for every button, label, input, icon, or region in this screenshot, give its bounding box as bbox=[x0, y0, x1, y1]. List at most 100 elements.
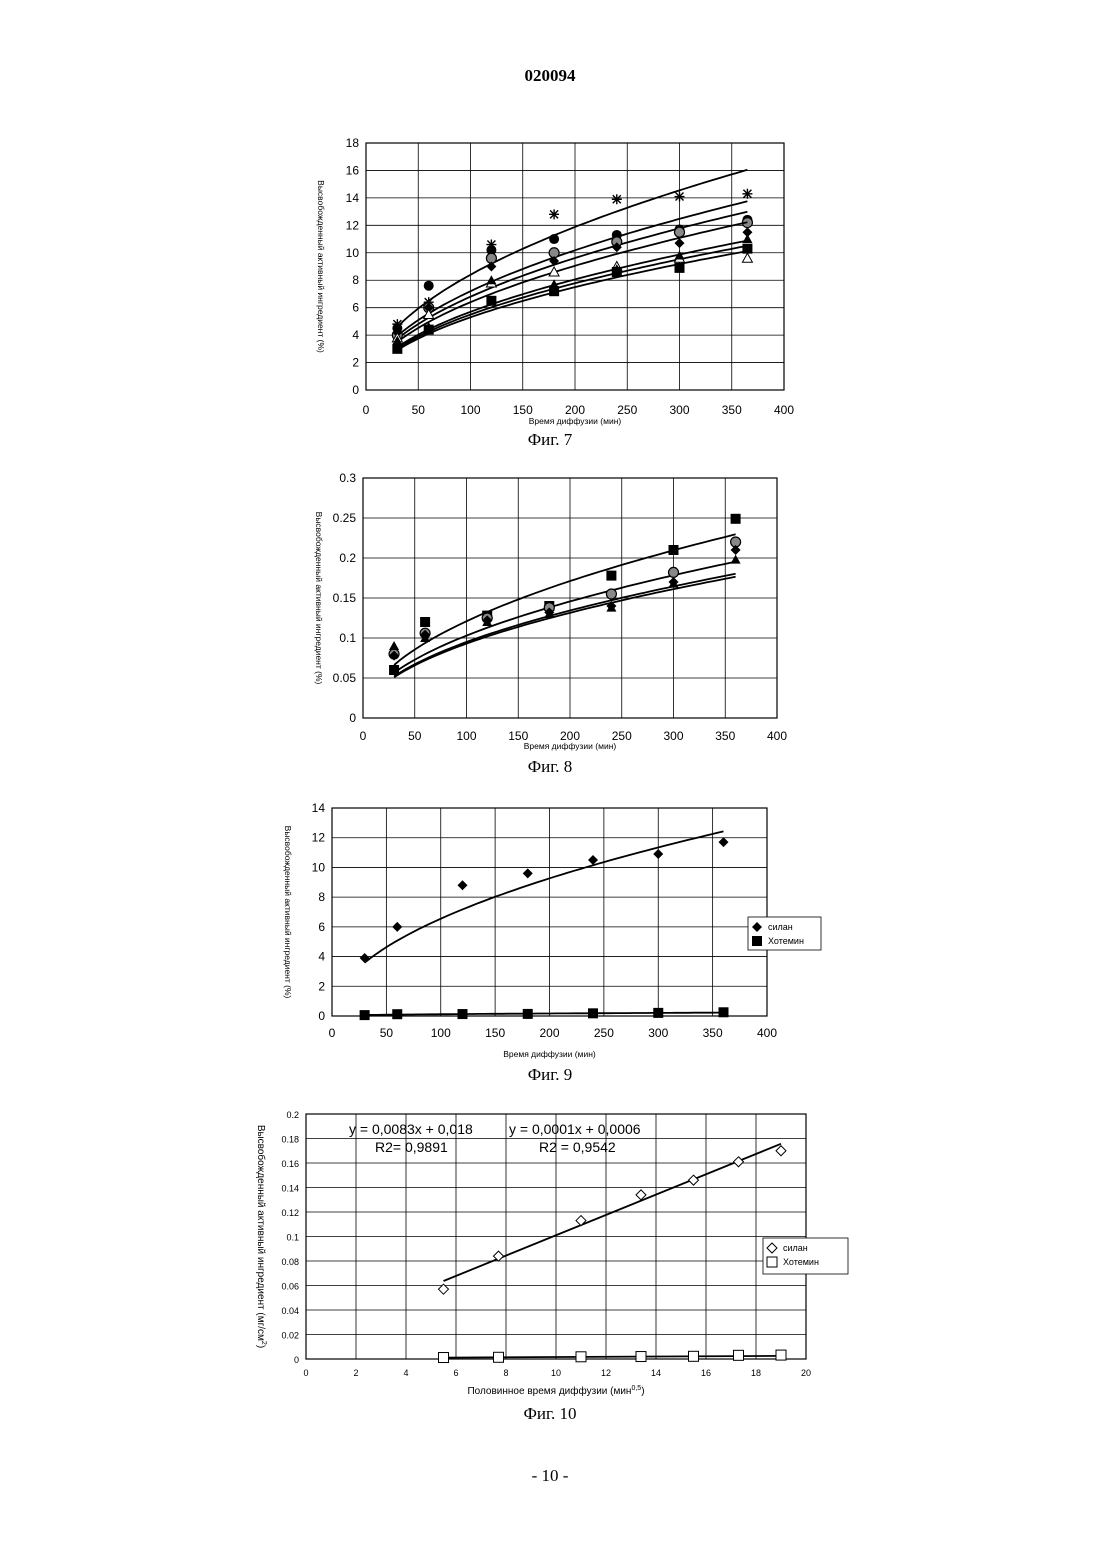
fig10-data-point bbox=[689, 1351, 699, 1361]
fig8-y-tick-label: 0.2 bbox=[339, 551, 356, 565]
fig7-y-tick-label: 12 bbox=[346, 218, 360, 232]
fig9-grid bbox=[332, 808, 767, 1016]
fig7-data-point bbox=[549, 234, 559, 244]
fig8-data-point bbox=[420, 617, 430, 627]
fig10-y-tick-label: 0.04 bbox=[281, 1306, 299, 1316]
fig7-x-tick-label: 150 bbox=[513, 403, 533, 417]
fig8-y-tick-label: 0 bbox=[349, 711, 356, 725]
fig9-x-tick-label: 300 bbox=[648, 1026, 668, 1040]
fig9-legend-label: силан bbox=[768, 922, 793, 932]
fig7-data-point bbox=[612, 194, 622, 204]
fig10-legend-marker bbox=[767, 1257, 777, 1267]
fig10-y-tick-label: 0.1 bbox=[286, 1233, 299, 1243]
figure-9-caption: Фиг. 9 bbox=[0, 1065, 1100, 1085]
fig8-x-axis-title: Время диффузии (мин) bbox=[524, 741, 617, 751]
fig9-x-tick-label: 0 bbox=[329, 1026, 336, 1040]
fig10-x-tick-label: 0 bbox=[303, 1368, 308, 1378]
figure-7-caption: Фиг. 7 bbox=[0, 430, 1100, 450]
fig9-y-tick-label: 2 bbox=[318, 979, 325, 993]
fig8-y-tick-label: 0.25 bbox=[333, 511, 357, 525]
fig9-data-point bbox=[719, 837, 729, 847]
fig8-data-point bbox=[389, 641, 399, 650]
fig8-x-tick-label: 0 bbox=[360, 729, 367, 743]
fig7-data-point bbox=[742, 234, 752, 243]
fig9-data-point bbox=[653, 849, 663, 859]
fig10-y-tick-label: 0.02 bbox=[281, 1331, 299, 1341]
fig7-y-tick-label: 14 bbox=[346, 191, 360, 205]
fig8-y-tick-label: 0.1 bbox=[339, 631, 356, 645]
fig9-data-point bbox=[458, 880, 468, 890]
fig10-x-tick-label: 20 bbox=[801, 1368, 811, 1378]
fig7-x-tick-label: 350 bbox=[722, 403, 742, 417]
fig9-x-tick-label: 50 bbox=[380, 1026, 394, 1040]
fig10-data-point bbox=[636, 1352, 646, 1362]
fig9-legend: силан Хотемин bbox=[748, 917, 821, 950]
fig9-x-axis-title: Время диффузии (мин) bbox=[503, 1049, 596, 1059]
fig10-x-tick-label: 4 bbox=[403, 1368, 408, 1378]
fig10-x-tick-label: 18 bbox=[751, 1368, 761, 1378]
fig7-x-axis-title: Время диффузии (мин) bbox=[529, 416, 622, 426]
fig10-legend-label: Хотемин bbox=[783, 1257, 819, 1267]
figure-10-caption: Фиг. 10 bbox=[0, 1404, 1100, 1424]
fig10-x-tick-label: 2 bbox=[353, 1368, 358, 1378]
fig10-legend: силан Хотемин bbox=[763, 1238, 848, 1274]
fig8-data-point bbox=[669, 567, 679, 577]
fig8-data-point bbox=[731, 555, 741, 564]
fig7-data-point bbox=[742, 189, 752, 199]
fig9-legend-label: Хотемин bbox=[768, 936, 804, 946]
fig9-data-point bbox=[392, 1009, 402, 1019]
page-header-number: 020094 bbox=[0, 66, 1100, 86]
fig9-y-tick-label: 12 bbox=[312, 831, 326, 845]
fig10-legend-label: силан bbox=[783, 1243, 808, 1253]
fig7-data-point bbox=[675, 238, 685, 248]
fig7-data-point bbox=[549, 209, 559, 219]
fig9-y-tick-label: 14 bbox=[312, 801, 326, 815]
fig9-data-point bbox=[360, 1010, 370, 1020]
fig9-x-tick-label: 250 bbox=[594, 1026, 614, 1040]
fig9-data-point bbox=[523, 868, 533, 878]
fig10-x-tick-label: 10 bbox=[551, 1368, 561, 1378]
fig8-data-point bbox=[731, 545, 741, 555]
fig8-y-tick-label: 0.05 bbox=[333, 671, 357, 685]
fig7-data-point bbox=[675, 227, 685, 237]
fig7-data-point bbox=[549, 286, 559, 296]
fig7-series-1 bbox=[392, 201, 752, 336]
fig7-y-tick-label: 6 bbox=[352, 301, 359, 315]
fig10-x-tick-label: 14 bbox=[651, 1368, 661, 1378]
fig10-data-point bbox=[776, 1146, 786, 1156]
fig9-y-tick-label: 4 bbox=[318, 950, 325, 964]
fig7-data-point bbox=[424, 281, 434, 291]
fig10-r-squared: R2= 0,9891 bbox=[375, 1139, 448, 1155]
fig10-y-tick-label: 0.16 bbox=[281, 1159, 299, 1169]
fig7-series-4 bbox=[392, 246, 752, 349]
fig10-x-axis-title: Половинное время диффузии (мин0,5) bbox=[467, 1385, 644, 1397]
fig10-data-point bbox=[734, 1157, 744, 1167]
fig10-y-tick-label: 0 bbox=[294, 1355, 299, 1365]
fig8-x-tick-label: 300 bbox=[663, 729, 683, 743]
fig7-series-0 bbox=[392, 170, 752, 329]
fig8-x-tick-label: 400 bbox=[767, 729, 787, 743]
fig10-r-squared: R2 = 0,9542 bbox=[539, 1139, 616, 1155]
fig9-x-tick-label: 400 bbox=[757, 1026, 777, 1040]
fig10-y-tick-label: 0.08 bbox=[281, 1257, 299, 1267]
fig7-x-tick-label: 50 bbox=[412, 403, 426, 417]
fig10-x-tick-label: 16 bbox=[701, 1368, 711, 1378]
fig7-x-tick-label: 250 bbox=[617, 403, 637, 417]
fig8-trendline bbox=[394, 577, 735, 677]
fig10-data-point bbox=[689, 1175, 699, 1185]
fig7-y-tick-label: 0 bbox=[352, 383, 359, 397]
fig9-data-point bbox=[360, 953, 370, 963]
fig8-trendline bbox=[394, 574, 735, 677]
fig8-data-point bbox=[606, 571, 616, 581]
fig8-data-point bbox=[606, 589, 616, 599]
fig10-y-tick-label: 0.12 bbox=[281, 1208, 299, 1218]
fig7-trendline bbox=[397, 201, 747, 336]
fig7-data-point bbox=[392, 344, 402, 354]
fig7-y-axis-title: Высвобожденный активный ингредиент (%) bbox=[316, 180, 326, 353]
fig7-x-tick-label: 300 bbox=[669, 403, 689, 417]
fig8-data-point bbox=[669, 545, 679, 555]
fig9-data-point bbox=[523, 1009, 533, 1019]
fig7-data-point bbox=[742, 244, 752, 254]
fig7-x-tick-label: 200 bbox=[565, 403, 585, 417]
fig10-y-axis-title: Высвобожденный активный ингредиент (мг/с… bbox=[255, 1125, 267, 1348]
